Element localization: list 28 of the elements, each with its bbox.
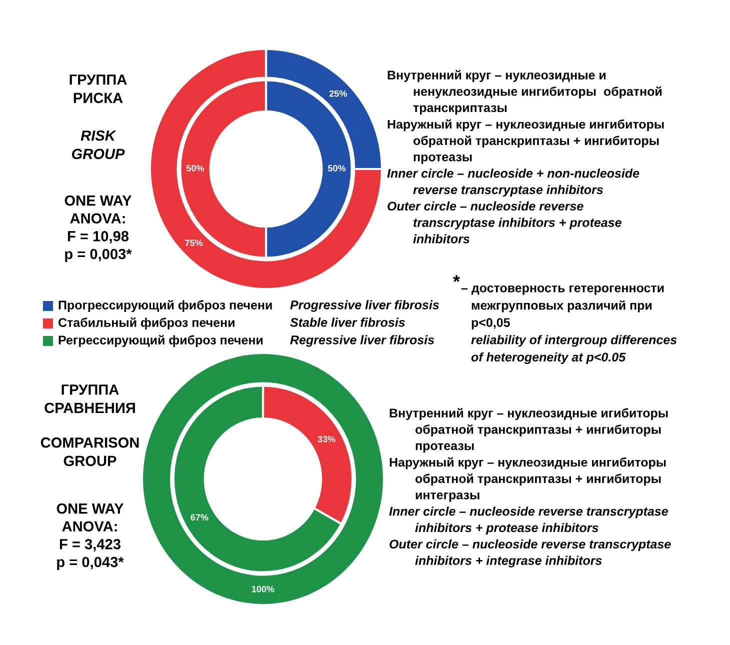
data-label: 100%: [252, 586, 274, 592]
legend-label: Стабильный фиброз печени: [58, 318, 234, 330]
text: ONE WAY ANOVA: F = 10,98 p = 0,003*: [64, 195, 132, 262]
text: ГРУППА РИСКА: [70, 74, 127, 104]
text: Outer circle – nucleoside reverse transcryptase inhibitors + integrase inhibitors: [390, 539, 671, 568]
legend-label: Прогрессирующий фиброз печени: [58, 300, 272, 312]
text: Progressive liver fibrosis: [290, 300, 439, 312]
text: ГРУППА СРАВНЕНИЯ: [44, 384, 135, 414]
text: Outer circle – nucleoside reverse transcryptase inhibitors + protease inhibitors: [388, 201, 622, 244]
text: Внутренний круг – нуклеозидные и ненуклеозидные ингибиторы обратной транскриптазы: [388, 70, 662, 115]
text: reliability of intergroup differences of heterogeneity at p<0.05: [471, 335, 677, 364]
text: Regressive liver fibrosis: [290, 335, 434, 347]
data-label: 67%: [190, 514, 208, 521]
text: Наружный круг – нуклеозидные ингибиторы обратной транскриптазы + ингибиторы протеазы: [388, 119, 664, 164]
data-label: 50%: [328, 165, 346, 172]
text: Внутренний круг – нуклеозидные игибиторы обратной транскриптазы + ингибиторы протеазы: [390, 408, 668, 453]
text: RISK GROUP: [72, 130, 125, 160]
text: Inner circle – nucleoside reverse transcryptase inhibitors + protease inhibitors: [389, 506, 668, 535]
data-label: 75%: [185, 240, 203, 246]
data-label: 25%: [329, 90, 347, 97]
text: ONE WAY ANOVA: F = 3,423 p = 0,043*: [56, 503, 124, 570]
text: Наружный круг – нуклеозидные ингибиторы обратной транскриптазы + ингибиторы интегразы: [390, 457, 666, 502]
text: Stable liver fibrosis: [290, 318, 405, 327]
data-label: 33%: [318, 436, 336, 442]
data-label: 50%: [186, 165, 204, 172]
text: COMPARISON GROUP: [40, 437, 139, 466]
text: Inner circle – nucleoside + non-nucleoside reverse transcryptase inhibitors: [387, 168, 640, 197]
legend-label: Регрессирующий фиброз печени: [58, 335, 263, 347]
